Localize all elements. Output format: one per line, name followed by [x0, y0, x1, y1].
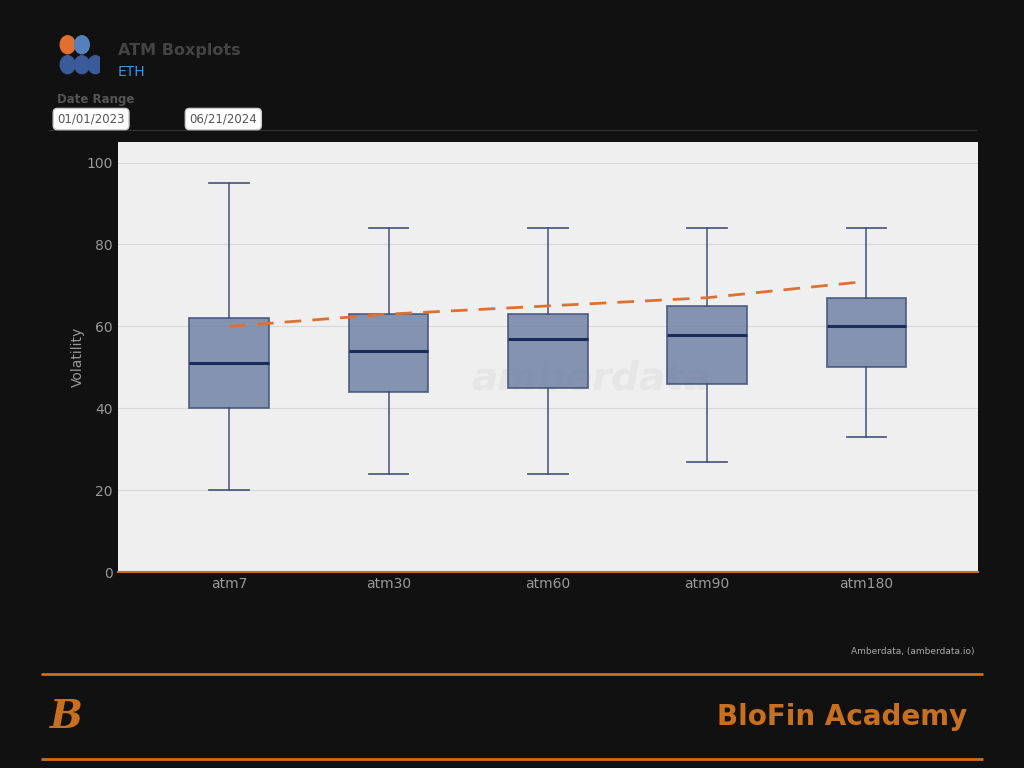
PathPatch shape [349, 314, 428, 392]
PathPatch shape [668, 306, 746, 384]
PathPatch shape [189, 318, 269, 409]
PathPatch shape [826, 298, 906, 367]
Text: 06/21/2024: 06/21/2024 [189, 113, 257, 125]
PathPatch shape [508, 314, 588, 388]
Text: 01/01/2023: 01/01/2023 [57, 113, 125, 125]
Text: ATM Boxplots: ATM Boxplots [118, 43, 241, 58]
Circle shape [60, 56, 75, 74]
Text: B: B [50, 698, 83, 736]
Circle shape [60, 36, 75, 54]
Circle shape [75, 36, 89, 54]
Text: amberdata: amberdata [471, 359, 711, 398]
Y-axis label: Volatility: Volatility [72, 327, 85, 387]
Text: Amberdata, (amberdata.io): Amberdata, (amberdata.io) [851, 647, 975, 656]
Text: BloFin Academy: BloFin Academy [718, 703, 968, 731]
Text: Date Range: Date Range [57, 94, 135, 106]
Text: ETH: ETH [118, 65, 145, 79]
Circle shape [88, 56, 102, 74]
Circle shape [75, 56, 89, 74]
